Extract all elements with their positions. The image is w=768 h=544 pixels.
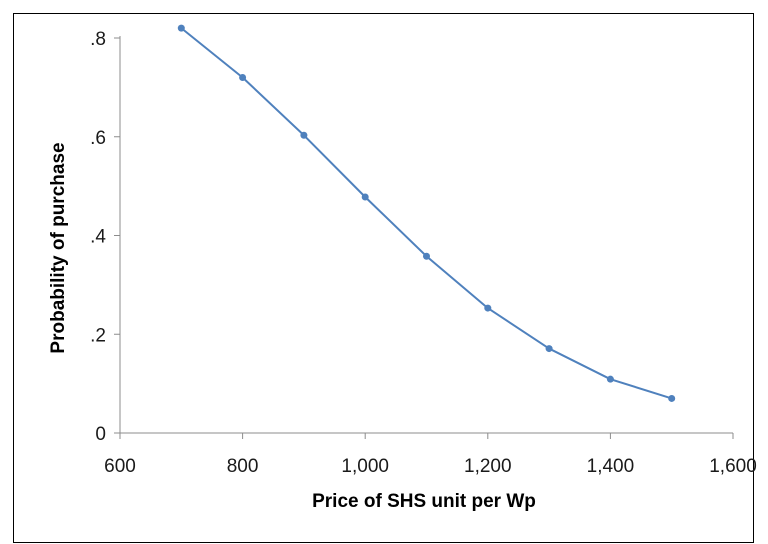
data-point — [606, 375, 614, 383]
series-group — [177, 24, 676, 402]
x-tick-label: 1,200 — [464, 456, 512, 477]
tick-labels: 0 .2 .4 .6 .8 600 800 1,000 1,200 1,400 1,600 — [90, 29, 757, 477]
y-tick-label: .2 — [90, 325, 106, 346]
x-tick-label: 1,400 — [587, 456, 635, 477]
x-tick-label: 1,000 — [341, 456, 389, 477]
axes — [114, 36, 734, 439]
y-axis-label: Probability of purchase — [48, 142, 69, 353]
data-point — [239, 74, 247, 81]
y-tick-label: .4 — [90, 227, 106, 248]
data-point — [423, 252, 430, 260]
data-point — [177, 24, 185, 32]
data-point — [545, 345, 553, 353]
chart-frame — [13, 13, 754, 543]
x-axis-label: Price of SHS unit per Wp — [312, 491, 536, 512]
data-point — [300, 131, 308, 139]
data-point — [484, 304, 492, 312]
y-tick-label: .6 — [90, 128, 106, 149]
y-tick-label: 0 — [95, 424, 106, 445]
x-tick-label: 800 — [227, 456, 259, 477]
data-point — [361, 193, 369, 201]
y-tick-label: .8 — [90, 29, 106, 50]
series-line — [180, 27, 672, 400]
data-point — [668, 394, 676, 402]
x-tick-label: 600 — [104, 456, 136, 477]
x-tick-label: 1,600 — [709, 456, 757, 477]
